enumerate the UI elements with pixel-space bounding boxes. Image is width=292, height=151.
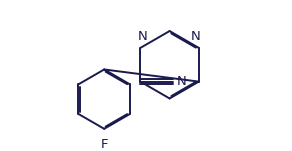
Text: N: N <box>177 75 187 88</box>
Text: N: N <box>138 29 148 42</box>
Text: N: N <box>191 29 201 42</box>
Text: F: F <box>100 138 108 151</box>
